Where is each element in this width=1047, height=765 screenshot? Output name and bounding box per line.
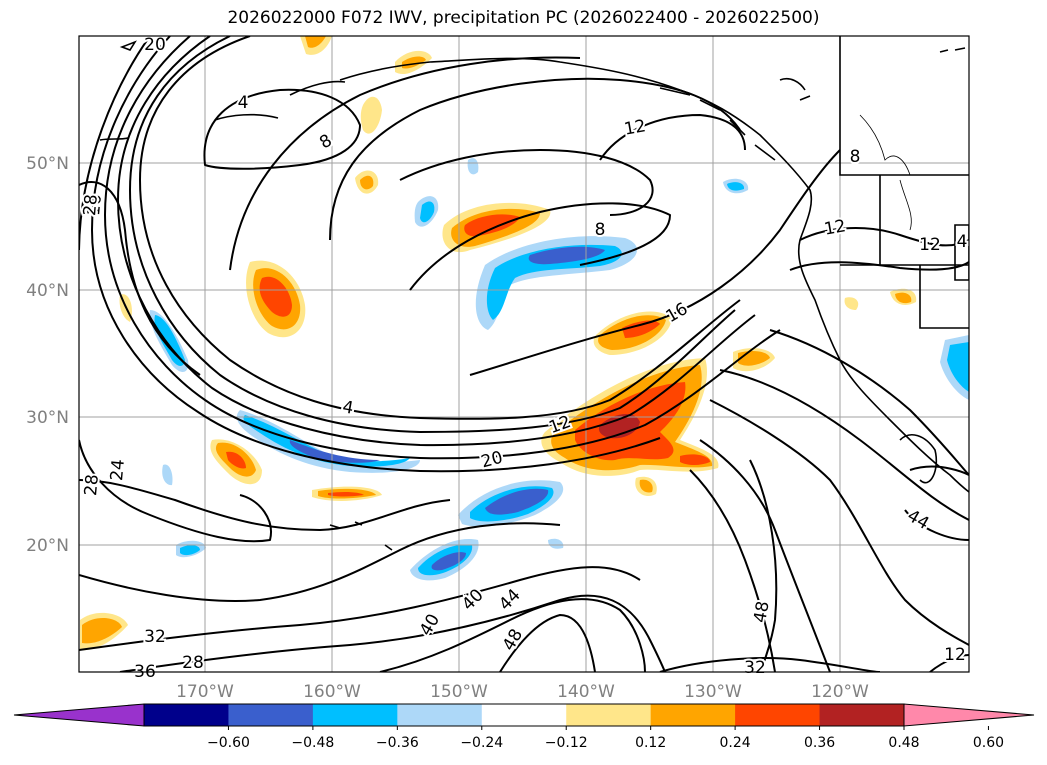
lon-label-120w: 120°W: [811, 682, 869, 702]
lat-label-30: 30°N: [26, 408, 69, 428]
colorbar-segment: [566, 704, 652, 726]
colorbar-frame: [143, 703, 905, 727]
contour-label: 12: [623, 116, 648, 139]
contour-label: 28: [81, 473, 103, 496]
contour-label: 48: [750, 600, 773, 625]
contour-label: 8: [850, 147, 861, 167]
contour-label: 24: [107, 458, 129, 481]
contour-label: 4: [957, 232, 968, 252]
contour-label: 12: [919, 235, 941, 255]
lat-label-20: 20°N: [26, 536, 69, 556]
colorbar-segment: [312, 704, 398, 726]
contour-label: 16: [84, 193, 106, 216]
colorbar-tick-label: −0.48: [291, 735, 334, 751]
contour-label: 12: [944, 645, 966, 665]
lat-label-40: 40°N: [26, 281, 69, 301]
colorbar: [13, 703, 1035, 727]
lat-labels: 50°N 40°N 30°N 20°N: [26, 154, 69, 556]
contour-label: 4: [341, 397, 355, 419]
precip-shading: [80, 36, 969, 651]
state-borders: [859, 114, 912, 231]
lon-label-140w: 140°W: [557, 682, 615, 702]
colorbar-segment: [144, 704, 229, 726]
colorbar-segment: [397, 704, 483, 726]
lon-label-150w: 150°W: [430, 682, 488, 702]
colorbar-segment: [819, 704, 905, 726]
lat-label-50: 50°N: [26, 154, 69, 174]
colorbar-segment: [735, 704, 821, 726]
lon-labels: 170°W 160°W 150°W 140°W 130°W 120°W: [176, 682, 869, 702]
map-frame: [78, 35, 970, 673]
colorbar-segment: [650, 704, 736, 726]
contour-label: 8: [595, 220, 606, 240]
colorbar-segment: [481, 704, 567, 726]
contour-label: 12: [823, 216, 848, 239]
colorbar-tick-label: 0.60: [973, 735, 1004, 751]
map-title: 2026022000 F072 IWV, precipitation PC (2…: [227, 8, 820, 28]
contour-label: 28: [182, 653, 204, 673]
colorbar-tick-label: 0.36: [804, 735, 835, 751]
contour-label: 32: [144, 627, 166, 647]
colorbar-tick-label: −0.36: [376, 735, 419, 751]
colorbar-tick-label: −0.60: [207, 735, 250, 751]
contour-label: 4: [238, 93, 249, 113]
lon-label-130w: 130°W: [684, 682, 742, 702]
colorbar-tick-label: 0.12: [635, 735, 666, 751]
colorbar-tick-label: 0.48: [888, 735, 919, 751]
colorbar-segment: [228, 704, 314, 726]
colorbar-tick-labels: −0.60 −0.48 −0.36 −0.24 −0.12 0.12 0.24 0.36 0.4…: [207, 726, 1004, 751]
contour-label: 32: [744, 658, 766, 678]
colorbar-tick-label: −0.24: [460, 735, 503, 751]
colorbar-tick-label: 0.24: [720, 735, 751, 751]
colorbar-extend-low: [13, 703, 145, 727]
contour-label: 20: [144, 35, 166, 55]
map-area: [79, 36, 969, 672]
colorbar-extend-high: [903, 703, 1035, 727]
iwv-contours: [79, 36, 969, 672]
coastlines: [99, 36, 969, 551]
contour-label: 28: [80, 193, 102, 216]
lon-label-170w: 170°W: [176, 682, 234, 702]
colorbar-tick-label: −0.12: [545, 735, 588, 751]
lon-label-160w: 160°W: [303, 682, 361, 702]
